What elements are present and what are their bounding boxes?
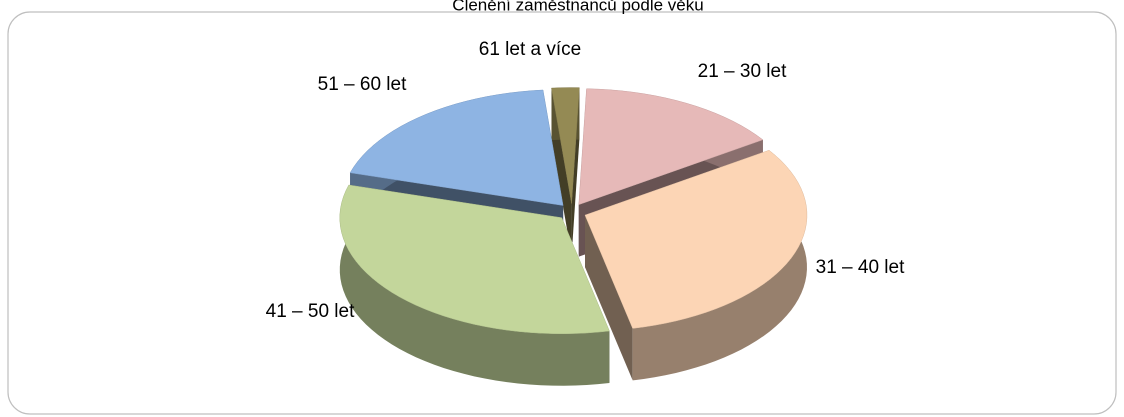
slice-label: 61 let a více xyxy=(479,39,581,60)
pie-slice xyxy=(551,87,580,256)
slice-label: 51 – 60 let xyxy=(318,74,407,95)
slice-label: 21 – 30 let xyxy=(698,61,787,82)
slice-top xyxy=(349,89,564,206)
slice-label: 31 – 40 let xyxy=(816,257,905,278)
pie-slice xyxy=(339,184,610,386)
slice-wall xyxy=(632,150,807,381)
slice-label: 41 – 50 let xyxy=(266,301,355,322)
pie-slice xyxy=(584,149,808,381)
chart-title: Členění zaměstnanců podle věku xyxy=(452,0,703,14)
slice-top xyxy=(578,88,764,206)
slice-top xyxy=(584,149,808,329)
slice-wall xyxy=(339,184,610,386)
slice-top xyxy=(551,87,580,204)
slice-side xyxy=(584,215,633,381)
slice-top xyxy=(339,184,610,334)
